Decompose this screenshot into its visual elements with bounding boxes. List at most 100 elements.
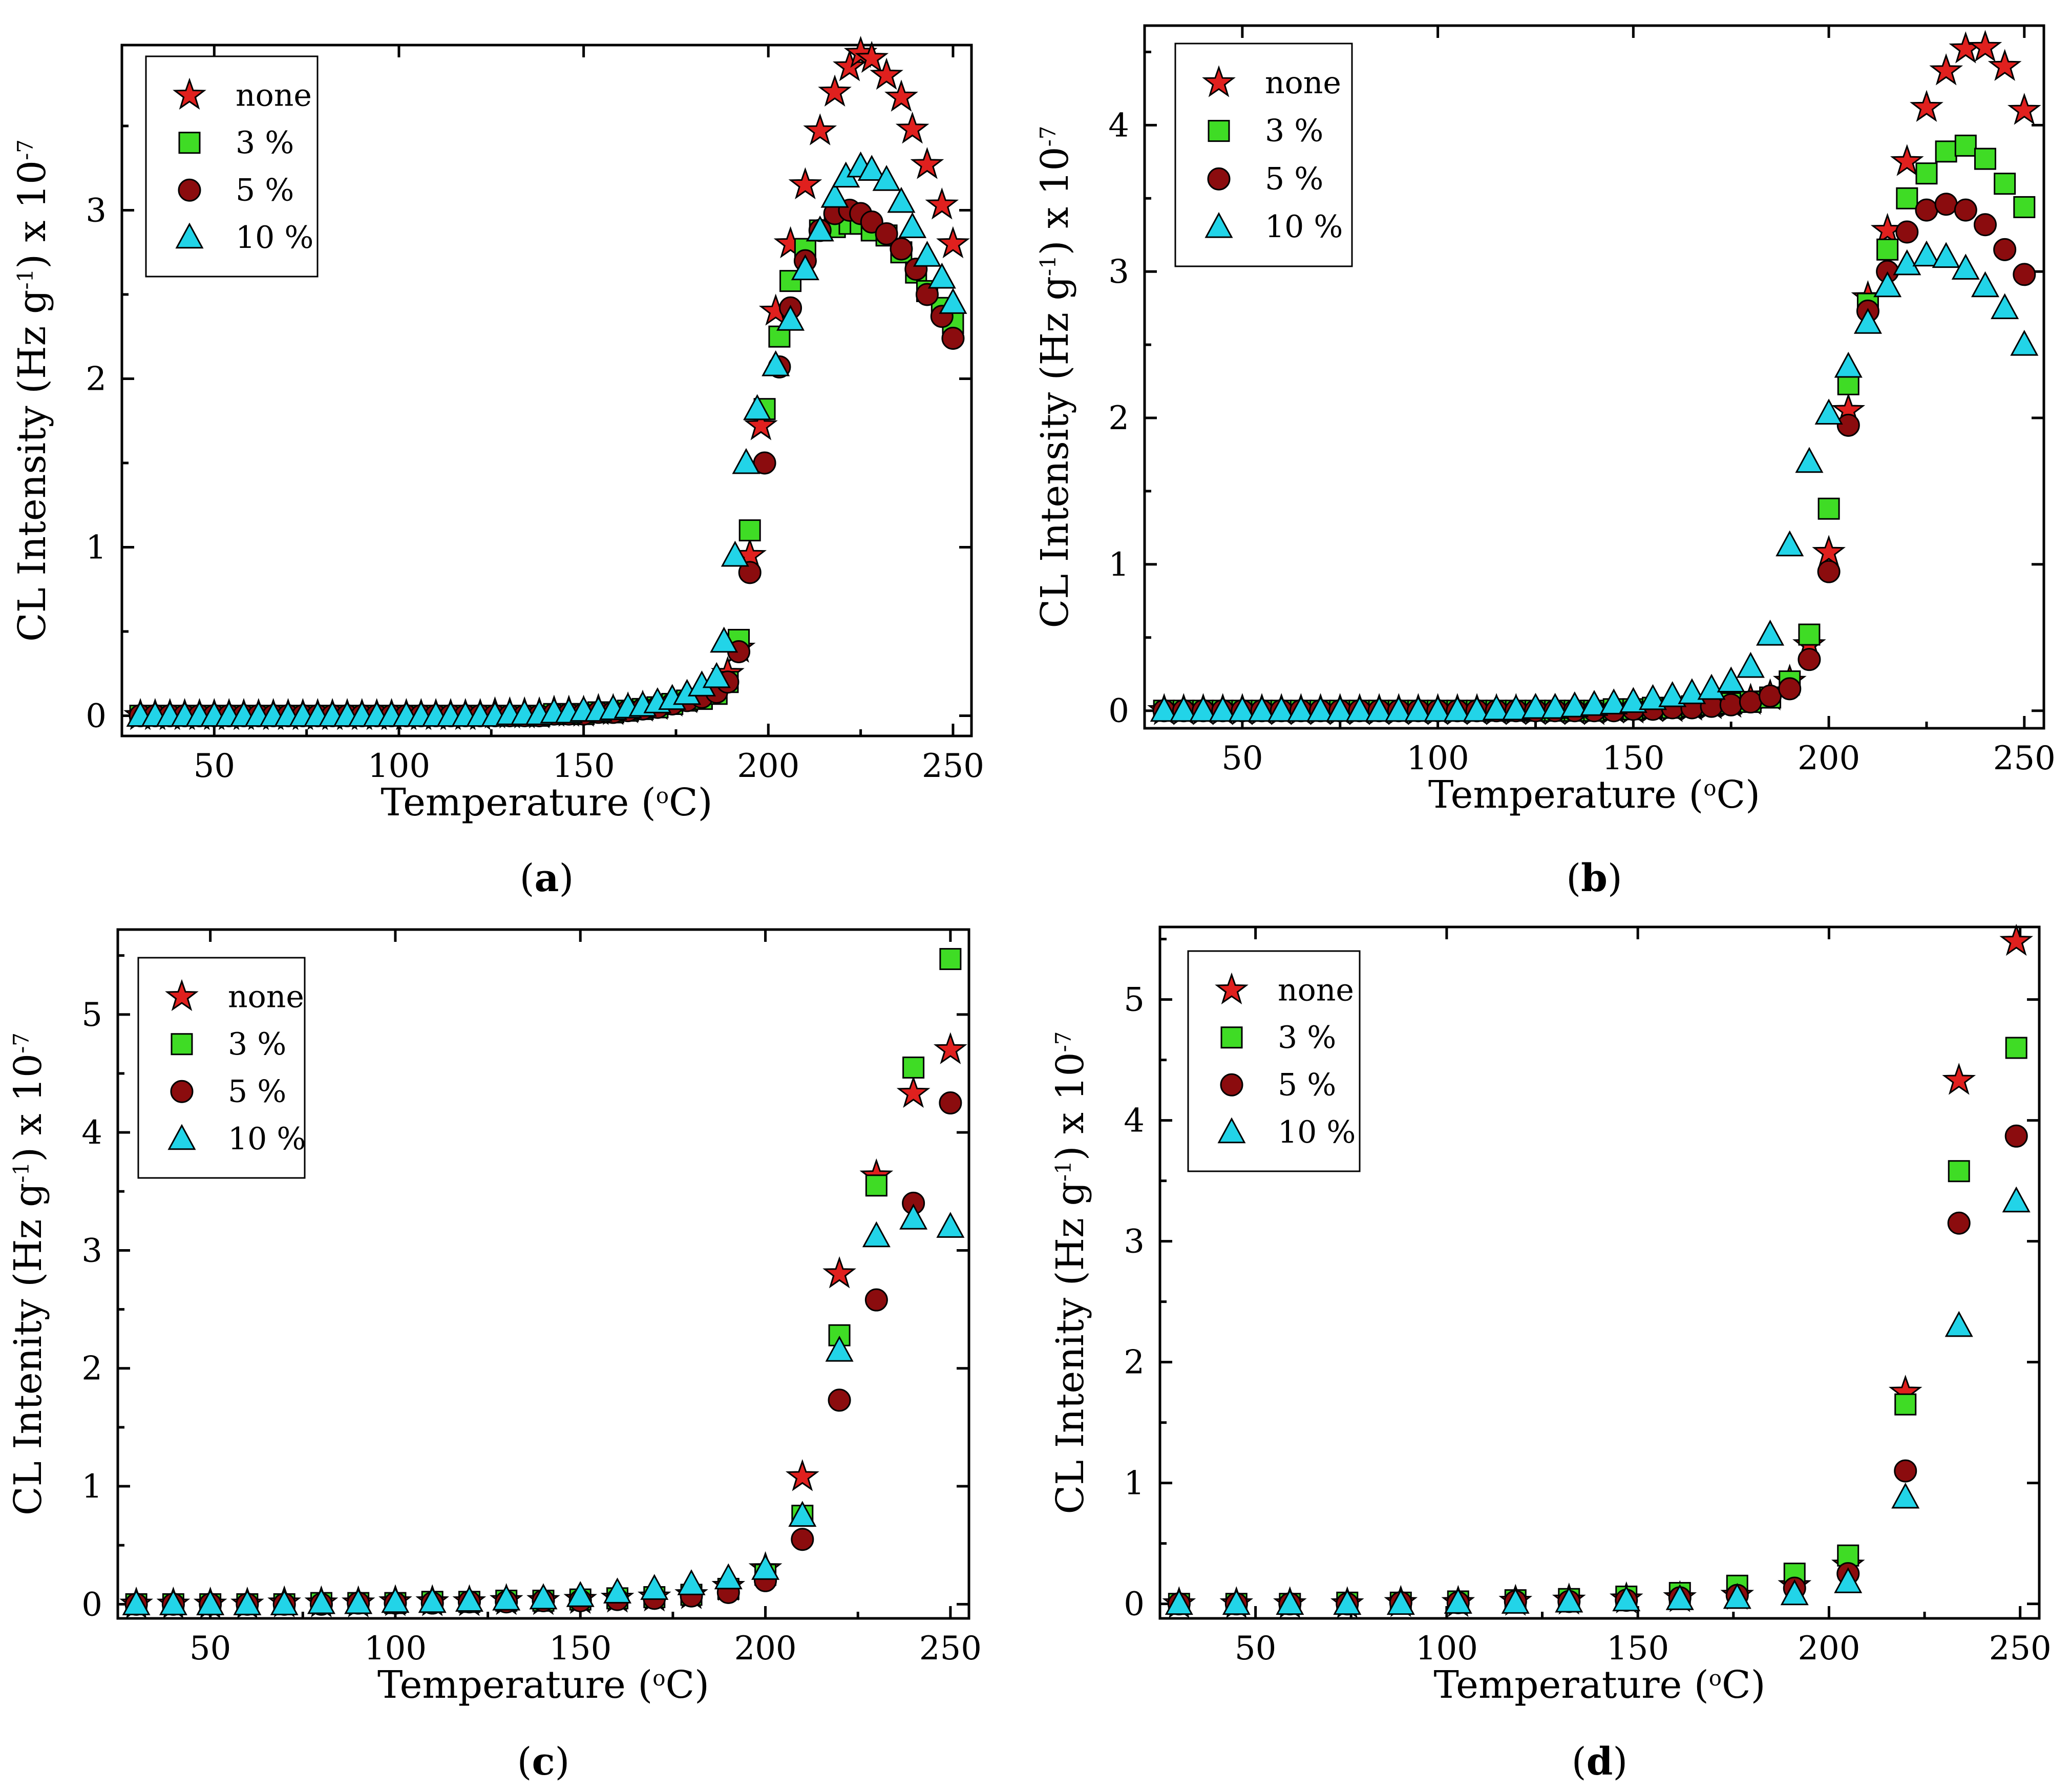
- data-point: [941, 327, 965, 350]
- data-point: [818, 74, 852, 107]
- data-point: [307, 1588, 335, 1614]
- data-point: [2004, 1124, 2028, 1148]
- y-axis-title: CL Intensity (Hz g-1) x 10-7: [10, 139, 54, 642]
- data-point: [603, 1577, 632, 1604]
- data-point: [910, 147, 944, 179]
- data-point: [865, 1174, 887, 1197]
- data-point: [344, 1588, 373, 1614]
- data-point: [1384, 695, 1413, 722]
- y-axis-title-group: CL Intenity (Hz g-1) x 10-7: [6, 1032, 50, 1515]
- superscript: o: [652, 1665, 665, 1691]
- data-point: [1991, 293, 2019, 320]
- data-point: [1580, 690, 1609, 716]
- data-point: [1942, 1063, 1976, 1095]
- superscript: o: [1709, 1665, 1722, 1691]
- axes-frame: [116, 928, 970, 1620]
- paren: ): [1613, 1740, 1628, 1784]
- label-part: C): [1722, 1663, 1766, 1707]
- data-point: [890, 237, 913, 261]
- data-point: [788, 1501, 817, 1527]
- x-tick-label: 50: [189, 1630, 231, 1668]
- x-tick-label: 50: [1221, 740, 1263, 777]
- paren: (: [1566, 856, 1581, 900]
- data-point: [1333, 1589, 1362, 1615]
- axes-frame: [1143, 24, 2045, 730]
- data-point: [1404, 695, 1432, 722]
- legend-marker: [178, 132, 201, 154]
- data-point: [776, 305, 805, 331]
- panel-label: (d): [1572, 1740, 1628, 1784]
- legend-box: [137, 957, 306, 1179]
- data-point: [1386, 1589, 1415, 1615]
- panel-label: (b): [1566, 856, 1622, 900]
- y-tick-label: 2: [81, 1350, 102, 1388]
- superscript: -1: [1051, 1161, 1076, 1182]
- legend-marker: [1204, 212, 1233, 238]
- data-point: [381, 1587, 410, 1613]
- y-tick-label: 4: [1124, 1102, 1145, 1140]
- data-point: [1169, 695, 1198, 722]
- data-point: [1638, 684, 1667, 710]
- data-point: [1948, 1160, 1970, 1183]
- panel-letter: d: [1587, 1740, 1613, 1784]
- legend-label: 5 %: [1278, 1067, 1336, 1103]
- data-point: [721, 540, 749, 567]
- data-point: [1678, 678, 1706, 704]
- superscript: -7: [13, 139, 38, 160]
- data-point: [791, 1528, 814, 1551]
- data-point: [913, 241, 941, 267]
- data-point: [1894, 1393, 1917, 1416]
- y-tick-label: 1: [81, 1468, 102, 1506]
- superscript: -7: [1036, 125, 1061, 146]
- data-point: [1795, 447, 1824, 473]
- superscript: -1: [13, 269, 38, 290]
- data-point: [1912, 240, 1941, 267]
- data-point: [1973, 213, 1997, 237]
- data-point: [1248, 695, 1276, 722]
- data-point: [1306, 695, 1335, 722]
- data-point: [1993, 238, 2017, 261]
- legend-marker: [1220, 1073, 1243, 1097]
- legend-marker: [171, 1033, 193, 1056]
- x-axis-title: Temperature (oC): [377, 1663, 709, 1707]
- x-axis-title: Temperature (oC): [1428, 773, 1760, 817]
- x-tick-label: 200: [1798, 740, 1860, 777]
- panel-d: 50 100 150 200 250 0 1 2 3 4 5 Temperature (oC) CL I…: [1048, 923, 2052, 1784]
- data-point: [1947, 1211, 1971, 1235]
- panel-letter: c: [532, 1740, 555, 1784]
- data-point: [1165, 1589, 1193, 1615]
- x-tick-label: 250: [922, 747, 984, 785]
- y-tick-label: 2: [1108, 399, 1129, 437]
- data-point: [1599, 688, 1628, 714]
- y-tick-label: 5: [81, 996, 102, 1034]
- superscript: -1: [1036, 255, 1061, 276]
- data-point: [1424, 695, 1452, 722]
- paren: ): [1608, 856, 1622, 900]
- y-tick-label: 5: [1124, 981, 1145, 1019]
- data-point: [806, 215, 834, 242]
- data-point: [743, 394, 772, 420]
- data-point: [1501, 1588, 1530, 1614]
- paren: ): [559, 856, 574, 900]
- data-point: [1971, 271, 2000, 298]
- data-point: [833, 49, 867, 81]
- data-point: [803, 113, 837, 145]
- data-point: [1974, 147, 1996, 170]
- superscript: -7: [1051, 1031, 1076, 1052]
- data-point: [1836, 413, 1860, 437]
- data-point: [1267, 695, 1296, 722]
- label-part: Temperature (: [381, 781, 656, 825]
- data-point: [1915, 162, 1938, 185]
- panel-b: 50 100 150 200 250 0 1 2 3 4 Temperature (oC) CL In…: [1033, 24, 2056, 900]
- y-tick-label: 1: [86, 529, 107, 566]
- x-tick-label: 150: [549, 1630, 611, 1668]
- x-tick-label: 100: [1415, 1630, 1478, 1668]
- data-point: [902, 1056, 925, 1079]
- x-axis-title: Temperature (oC): [1434, 1663, 1766, 1707]
- data-point: [744, 408, 778, 440]
- data-point: [1932, 242, 1960, 268]
- label-part: C): [1716, 773, 1760, 817]
- label-part: CL Intenity (Hz g: [6, 1183, 50, 1515]
- data-point: [677, 1569, 706, 1595]
- data-point: [1619, 687, 1647, 713]
